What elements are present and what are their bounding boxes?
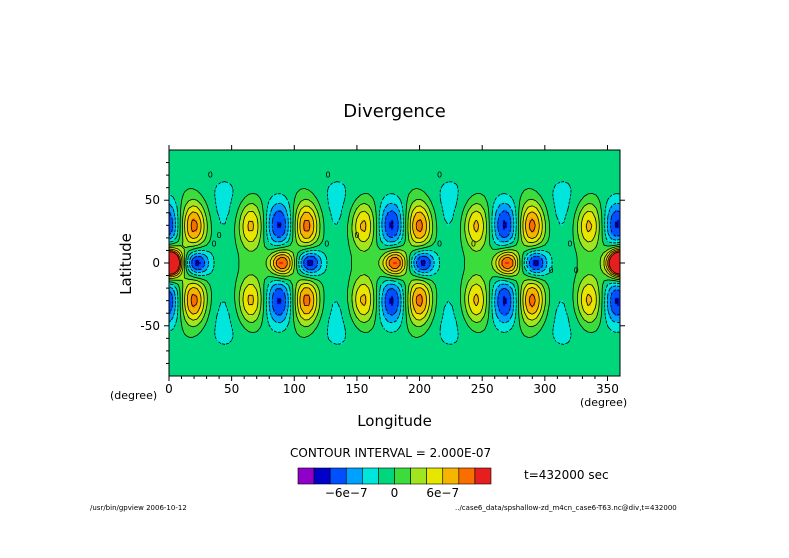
contour-line bbox=[168, 205, 621, 321]
colorbar-cell bbox=[474, 467, 492, 485]
x-tick-label: 0 bbox=[165, 382, 173, 396]
time-label: t=432000 sec bbox=[524, 468, 609, 482]
contour-label: 0 bbox=[549, 266, 554, 275]
x-axis-unit: (degree) bbox=[580, 396, 628, 409]
x-tick-label: 200 bbox=[408, 382, 431, 396]
colorbar-cell bbox=[345, 467, 363, 485]
y-axis-label: Latitude bbox=[117, 233, 135, 295]
x-tick-label: 150 bbox=[345, 382, 368, 396]
colorbar-cell bbox=[442, 467, 460, 485]
contour-label: 0 bbox=[212, 240, 217, 249]
contour-line bbox=[168, 181, 621, 345]
colorbar-cell bbox=[458, 467, 476, 485]
y-tick-label: 50 bbox=[145, 193, 160, 207]
contour-line bbox=[195, 220, 619, 306]
contour-line bbox=[168, 188, 621, 338]
contour-interval: CONTOUR INTERVAL = 2.000E-07 bbox=[290, 446, 492, 460]
footer-left: /usr/bin/gpview 2006-10-12 bbox=[90, 504, 187, 512]
x-tick-label: 350 bbox=[596, 382, 619, 396]
y-tick-label: 0 bbox=[152, 256, 160, 270]
contour-line bbox=[168, 218, 621, 308]
colorbar-cell bbox=[329, 467, 347, 485]
contour-label: 0 bbox=[437, 240, 442, 249]
x-axis: 0 50 100 150 200 250 300 350 bbox=[165, 145, 619, 396]
contour-lines bbox=[168, 181, 621, 345]
contour-line bbox=[168, 202, 621, 324]
x-tick-label: 100 bbox=[283, 382, 306, 396]
contour-label: 0 bbox=[326, 171, 331, 180]
x-tick-label: 250 bbox=[471, 382, 494, 396]
colorbar-cell bbox=[313, 467, 331, 485]
contour-line bbox=[168, 211, 621, 315]
contour-label: 0 bbox=[324, 240, 329, 249]
contour-label: 0 bbox=[208, 171, 213, 180]
chart-title: Divergence bbox=[343, 101, 446, 122]
colorbar-cell bbox=[362, 467, 379, 485]
colorbar-cell bbox=[378, 467, 395, 485]
colorbar-tick-label: −6e−7 bbox=[325, 486, 368, 500]
colorbar: −6e−7 0 6e−7 bbox=[297, 467, 492, 500]
y-tick-label: -50 bbox=[140, 319, 160, 333]
colorbar-cell bbox=[410, 467, 427, 485]
contour-label: 0 bbox=[567, 240, 572, 249]
contour-label: 0 bbox=[574, 266, 579, 275]
colorbar-cell bbox=[394, 467, 411, 485]
contour-label: 0 bbox=[471, 240, 476, 249]
contour-line bbox=[168, 198, 621, 328]
colorbar-cell bbox=[426, 467, 444, 485]
x-axis-label: Longitude bbox=[357, 412, 432, 430]
x-tick-label: 300 bbox=[533, 382, 556, 396]
contour-label: 0 bbox=[354, 231, 359, 240]
divergence-field bbox=[169, 150, 620, 376]
footer-right: ../case6_data/spshallow-zd_m4cn_case6-T6… bbox=[455, 504, 677, 512]
colorbar-cell bbox=[297, 467, 315, 485]
x-tick-label: 50 bbox=[224, 382, 239, 396]
colorbar-tick-label: 0 bbox=[391, 486, 399, 500]
contour-line bbox=[168, 251, 621, 275]
y-axis-unit: (degree) bbox=[110, 389, 158, 402]
colorbar-tick-label: 6e−7 bbox=[426, 486, 459, 500]
contour-label: 0 bbox=[437, 171, 442, 180]
contour-label: 0 bbox=[217, 231, 222, 240]
y-axis: 50 0 -50 bbox=[140, 162, 625, 364]
